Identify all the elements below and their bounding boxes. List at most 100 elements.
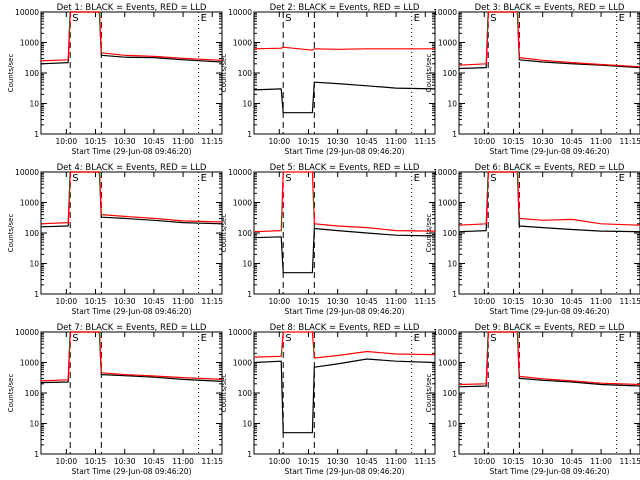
y-tick-label: 100 [443,229,458,238]
chart-title: Det 7: BLACK = Events, RED = LLD [57,323,207,333]
chart-panel: Det 4: BLACK = Events, RED = LLD 1 10 100 10… [7,163,223,316]
marker-label: E [414,173,420,184]
y-axis-label: Counts/sec [425,54,433,93]
chart-title: Det 4: BLACK = Events, RED = LLD [57,163,207,173]
chart-title: Det 5: BLACK = Events, RED = LLD [270,163,420,173]
marker-label: E [201,173,207,184]
x-tick-label: 10:45 [143,137,165,146]
x-tick-label: 11:00 [172,137,194,146]
x-tick-label: 10:30 [532,137,554,146]
y-tick-label: 100 [238,229,253,238]
chart-panel: Det 5: BLACK = Events, RED = LLD 1 10 100 10… [220,163,436,316]
y-tick-label: 1 [247,290,252,299]
plot-frame [253,171,436,295]
x-tick-label: 11:15 [414,137,436,146]
x-tick-label: 10:00 [473,137,495,146]
y-tick-label: 100 [238,389,253,398]
plot-frame [40,331,223,455]
y-tick-label: 10 [242,260,252,269]
x-tick-label: 10:00 [473,457,495,466]
plot-frame [458,331,640,455]
y-axis-label: Counts/sec [425,214,433,253]
y-axis-label: Counts/sec [7,54,15,93]
marker-label: S [490,13,496,24]
y-tick-label: 100 [25,229,40,238]
x-tick-label: 10:30 [532,297,554,306]
marker-label: S [285,333,291,344]
x-tick-label: 11:15 [619,457,640,466]
x-tick-label: 11:00 [590,457,612,466]
series-line-lld [458,331,640,386]
y-tick-label: 1 [452,450,457,459]
x-tick-label: 10:15 [85,457,107,466]
x-tick-label: 10:00 [55,137,77,146]
x-tick-label: 11:15 [414,297,436,306]
y-tick-label: 10 [29,420,39,429]
series-line-events [253,227,436,274]
chart-title: Det 1: BLACK = Events, RED = LLD [57,3,207,13]
x-tick-label: 10:00 [55,297,77,306]
x-tick-label: 10:15 [85,297,107,306]
x-tick-label: 11:00 [385,137,407,146]
x-tick-label: 10:30 [114,457,136,466]
plot-frame [40,11,223,135]
x-tick-label: 11:15 [619,297,640,306]
chart-panel: Det 7: BLACK = Events, RED = LLD 1 10 100 10… [7,323,223,476]
marker-label: E [414,13,420,24]
y-axis-label: Counts/sec [7,374,15,413]
y-tick-label: 1000 [233,199,252,208]
x-tick-label: 10:45 [561,137,583,146]
chart-title: Det 9: BLACK = Events, RED = LLD [475,323,625,333]
series-line-lld [40,331,223,382]
marker-label: S [285,173,291,184]
marker-label: E [619,173,625,184]
plot-frame [253,11,436,135]
marker-label: S [285,13,291,24]
x-tick-label: 10:15 [85,137,107,146]
x-tick-label: 11:00 [385,457,407,466]
x-tick-label: 10:45 [356,297,378,306]
y-tick-label: 1000 [438,39,457,48]
y-tick-label: 1000 [233,359,252,368]
x-tick-label: 11:15 [619,137,640,146]
x-tick-label: 11:15 [201,137,223,146]
y-tick-label: 1 [34,450,39,459]
y-axis-label: Counts/sec [425,374,433,413]
y-tick-label: 10000 [433,8,457,17]
x-tick-label: 10:45 [356,137,378,146]
y-tick-label: 1000 [20,39,39,48]
x-tick-label: 11:15 [414,457,436,466]
x-tick-label: 10:15 [298,457,320,466]
y-tick-label: 10 [29,260,39,269]
y-tick-label: 10000 [433,328,457,337]
x-tick-label: 10:45 [356,457,378,466]
x-axis-label: Start Time (29-Jun-08 09:46:20) [285,467,405,476]
x-axis-label: Start Time (29-Jun-08 09:46:20) [72,467,192,476]
series-line-lld [40,171,223,225]
marker-label: S [72,333,78,344]
marker-label: S [490,333,496,344]
series-line-events [253,81,436,114]
x-axis-label: Start Time (29-Jun-08 09:46:20) [72,147,192,156]
chart-panel: Det 3: BLACK = Events, RED = LLD 1 10 100 10… [425,3,640,156]
y-tick-label: 10 [29,100,39,109]
chart-panel: Det 1: BLACK = Events, RED = LLD 1 10 100 10… [7,3,223,156]
y-tick-label: 1 [452,290,457,299]
chart-panel: Det 9: BLACK = Events, RED = LLD 1 10 100 10… [425,323,640,476]
y-axis-label: Counts/sec [220,214,228,253]
x-tick-label: 10:00 [268,457,290,466]
x-tick-label: 10:00 [473,297,495,306]
x-axis-label: Start Time (29-Jun-08 09:46:20) [285,307,405,316]
chart-panel: Det 2: BLACK = Events, RED = LLD 1 10 100 10… [220,3,436,156]
y-axis-label: Counts/sec [220,374,228,413]
x-tick-label: 11:15 [201,297,223,306]
series-line-lld [253,331,436,359]
y-tick-label: 1 [247,450,252,459]
y-tick-label: 1000 [233,39,252,48]
x-tick-label: 10:45 [143,457,165,466]
x-tick-label: 11:15 [201,457,223,466]
y-tick-label: 10000 [15,328,39,337]
x-tick-label: 10:15 [503,137,525,146]
y-tick-label: 10 [447,100,457,109]
